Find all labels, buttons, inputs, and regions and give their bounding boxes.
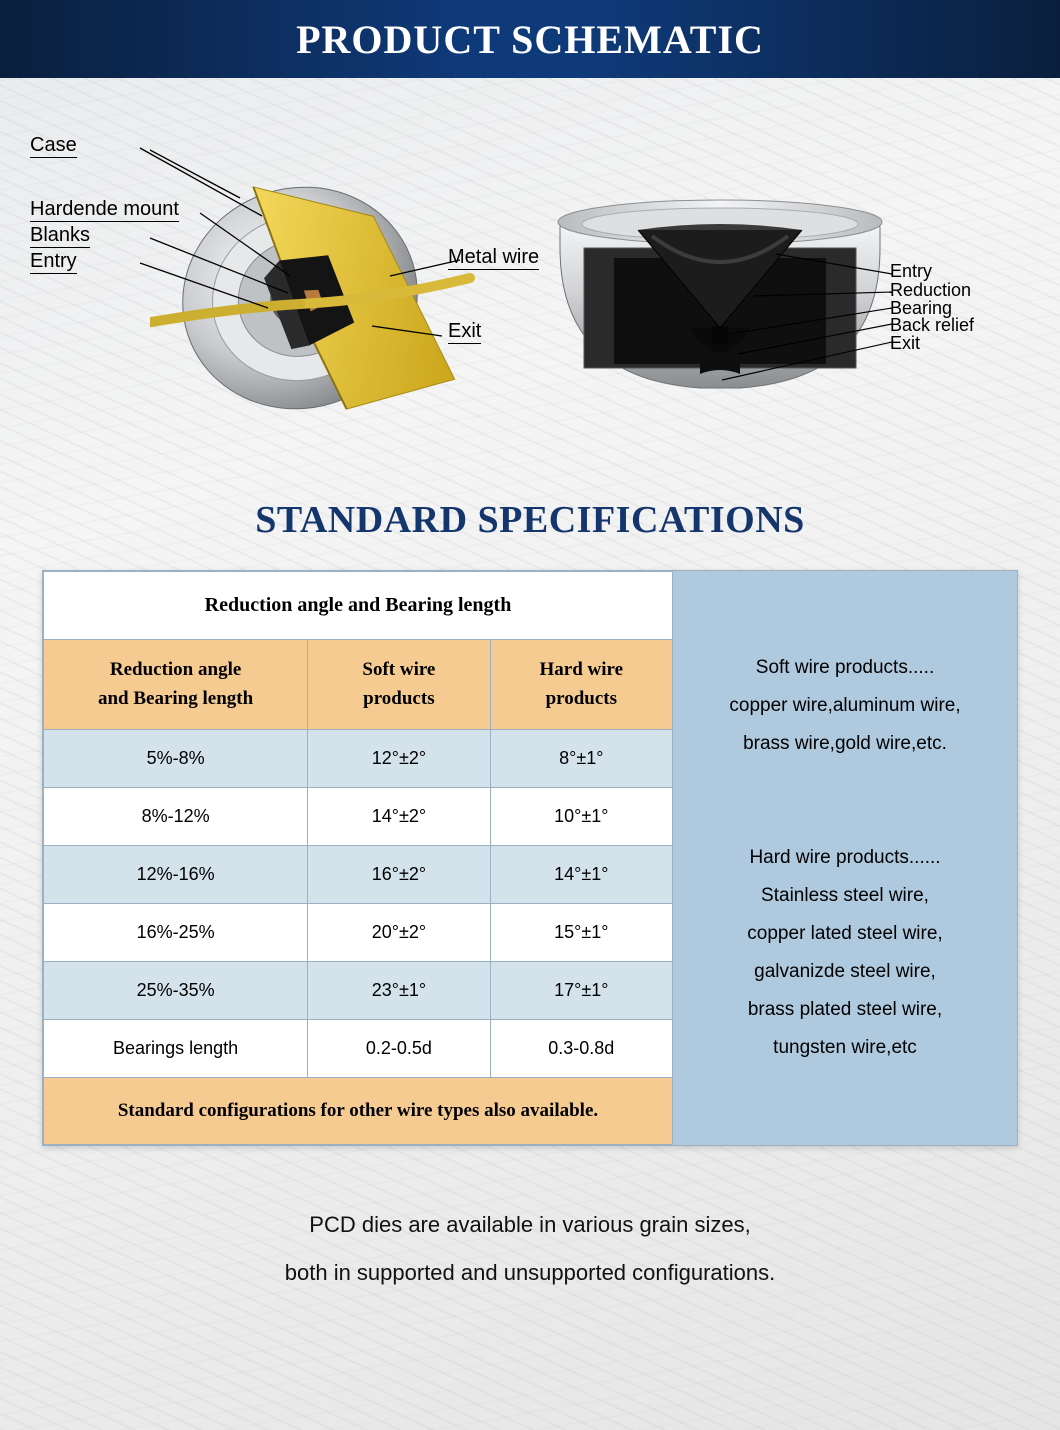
- side-hard: Hard wire products...... Stainless steel…: [691, 839, 999, 1067]
- left-die-svg: [150, 128, 510, 448]
- label-entry-right: Entry: [890, 262, 932, 282]
- diagram-right: Entry Reduction Bearing Back relief Exit: [540, 178, 970, 438]
- col-head-0: Reduction angle and Bearing length: [44, 640, 308, 730]
- label-case: Case: [30, 134, 77, 158]
- diagram-left: Case Hardende mount Blanks Entry Metal w…: [150, 128, 510, 448]
- label-blanks: Blanks: [30, 224, 90, 248]
- table-row: 16%-25%20°±2°15°±1°: [44, 904, 673, 962]
- spec-title: STANDARD SPECIFICATIONS: [0, 498, 1060, 542]
- bottom-note: PCD dies are available in various grain …: [0, 1201, 1060, 1298]
- side-hard-line: copper lated steel wire,: [691, 915, 999, 953]
- page-title: PRODUCT SCHEMATIC: [296, 16, 764, 63]
- spec-table: Reduction angle and Bearing length Reduc…: [43, 571, 673, 1145]
- table-row: 12%-16%16°±2°14°±1°: [44, 846, 673, 904]
- side-soft: Soft wire products..... copper wire,alum…: [691, 649, 999, 763]
- side-soft-title: Soft wire products.....: [691, 649, 999, 687]
- side-hard-line: Stainless steel wire,: [691, 877, 999, 915]
- page: PRODUCT SCHEMATIC: [0, 0, 1060, 1430]
- table-row: Bearings length0.2-0.5d0.3-0.8d: [44, 1020, 673, 1078]
- side-soft-line: brass wire,gold wire,etc.: [691, 725, 999, 763]
- side-hard-line: galvanizde steel wire,: [691, 953, 999, 991]
- label-exit-right: Exit: [890, 334, 920, 354]
- table-top-header: Reduction angle and Bearing length: [44, 572, 673, 640]
- spec-table-left: Reduction angle and Bearing length Reduc…: [43, 571, 673, 1145]
- bottom-note-line: PCD dies are available in various grain …: [0, 1201, 1060, 1249]
- table-row: 25%-35%23°±1°17°±1°: [44, 962, 673, 1020]
- bottom-note-line: both in supported and unsupported config…: [0, 1249, 1060, 1297]
- table-footer: Standard configurations for other wire t…: [44, 1078, 673, 1145]
- table-row: 5%-8%12°±2°8°±1°: [44, 730, 673, 788]
- header-bar: PRODUCT SCHEMATIC: [0, 0, 1060, 78]
- side-hard-line: brass plated steel wire,: [691, 991, 999, 1029]
- table-row: 8%-12%14°±2°10°±1°: [44, 788, 673, 846]
- side-hard-title: Hard wire products......: [691, 839, 999, 877]
- label-exit-left: Exit: [448, 320, 481, 344]
- label-entry-left: Entry: [30, 250, 77, 274]
- spec-side-panel: Soft wire products..... copper wire,alum…: [673, 571, 1017, 1145]
- side-hard-line: tungsten wire,etc: [691, 1029, 999, 1067]
- label-metal-wire: Metal wire: [448, 246, 539, 270]
- schematic-area: Case Hardende mount Blanks Entry Metal w…: [0, 78, 1060, 478]
- spec-table-wrap: Reduction angle and Bearing length Reduc…: [42, 570, 1018, 1146]
- side-soft-line: copper wire,aluminum wire,: [691, 687, 999, 725]
- col-head-1: Soft wire products: [308, 640, 490, 730]
- label-hardened-mount: Hardende mount: [30, 198, 179, 222]
- col-head-2: Hard wire products: [490, 640, 672, 730]
